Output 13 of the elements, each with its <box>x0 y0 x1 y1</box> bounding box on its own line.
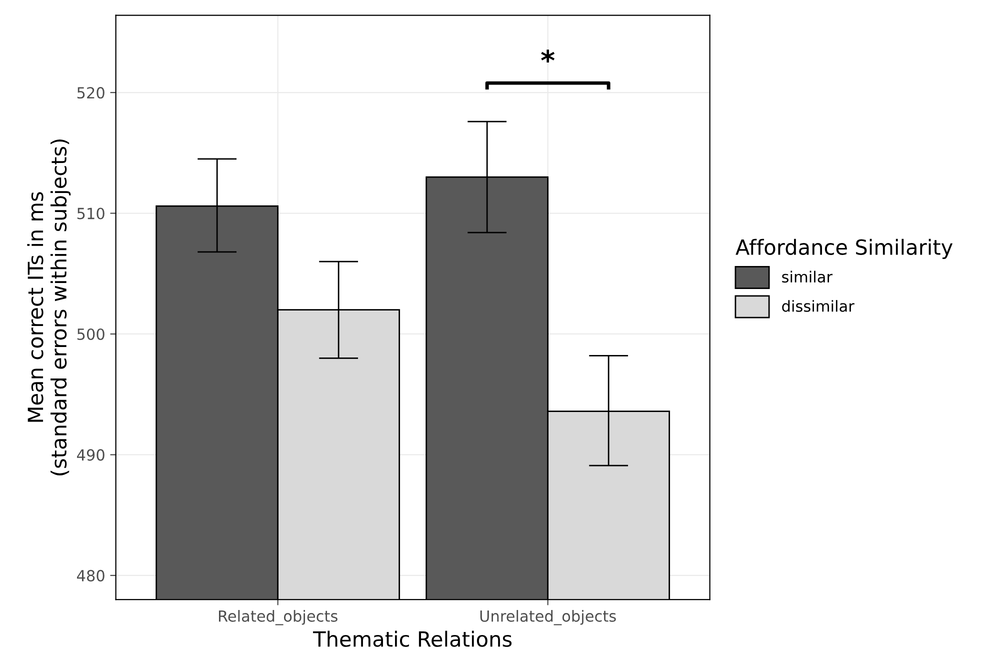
y-tick-label: 510 <box>77 208 104 220</box>
y-axis-title: Mean correct ITs in ms (standard errors within subjects) <box>27 140 71 476</box>
annotation: * <box>541 50 555 63</box>
legend-label: similar <box>782 270 833 283</box>
y-tick-label: 490 <box>77 449 104 461</box>
y-tick-label: 520 <box>77 87 104 99</box>
x-axis-title: Thematic Relations <box>313 630 512 647</box>
legend-title: Affordance Similarity <box>736 238 953 260</box>
y-tick-label: 480 <box>77 570 104 582</box>
y-tick-label: 500 <box>77 328 104 340</box>
x-tick-label: Related_objects <box>218 610 338 626</box>
legend-label: dissimilar <box>782 300 854 312</box>
x-tick-label: Unrelated_objects <box>480 610 616 626</box>
